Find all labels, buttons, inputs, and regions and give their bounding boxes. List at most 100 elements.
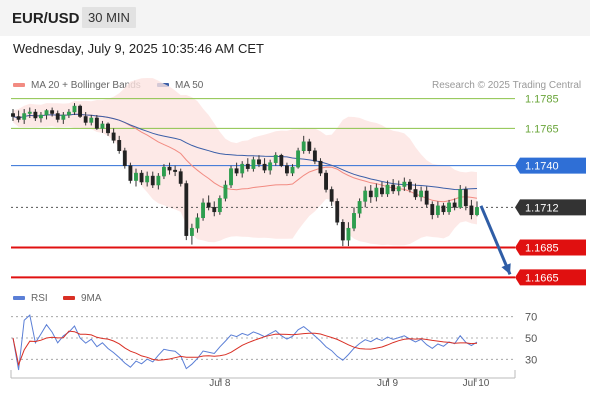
candle bbox=[463, 186, 468, 211]
ma20-label: MA 20 + Bollinger Bands bbox=[31, 80, 141, 91]
candle-body bbox=[201, 202, 205, 219]
candle-body bbox=[463, 189, 468, 207]
candle bbox=[206, 195, 211, 211]
candle bbox=[441, 202, 446, 215]
candle-body bbox=[312, 150, 317, 162]
candle-body bbox=[307, 141, 312, 151]
candle bbox=[173, 165, 178, 177]
candle-body bbox=[33, 111, 38, 119]
legend-rsi: RSI bbox=[13, 293, 48, 304]
candle-body bbox=[229, 168, 233, 186]
candle-body bbox=[435, 205, 440, 216]
candle bbox=[402, 177, 407, 191]
candle-body bbox=[44, 110, 49, 116]
candle-body bbox=[83, 116, 88, 123]
header-bar: EUR/USD 30 MIN bbox=[0, 0, 590, 36]
rsi-tick-label: 30 bbox=[525, 354, 537, 366]
level-tag bbox=[515, 239, 586, 256]
candle bbox=[296, 147, 301, 169]
candle bbox=[189, 223, 194, 245]
candle bbox=[251, 156, 256, 172]
candle bbox=[89, 115, 94, 126]
candle-body bbox=[458, 189, 463, 208]
candle-body bbox=[50, 110, 55, 114]
candle bbox=[145, 171, 150, 187]
candle bbox=[396, 180, 401, 196]
candle-body bbox=[234, 168, 239, 174]
candle-body bbox=[279, 154, 284, 166]
candle bbox=[285, 162, 289, 177]
candle bbox=[385, 180, 390, 197]
candle bbox=[106, 122, 110, 136]
candle-body bbox=[407, 181, 412, 190]
candle-body bbox=[178, 171, 183, 184]
interval-badge[interactable]: 30 MIN bbox=[82, 7, 136, 28]
candle bbox=[352, 207, 356, 232]
candle-body bbox=[145, 175, 150, 183]
candle bbox=[167, 162, 172, 175]
candle bbox=[201, 198, 205, 221]
x-tick-label: Jul 10 bbox=[463, 378, 490, 389]
candle bbox=[380, 182, 384, 197]
candle-body bbox=[39, 114, 43, 119]
candle-body bbox=[391, 184, 396, 192]
level-tag bbox=[515, 269, 586, 286]
candle-body bbox=[156, 175, 161, 186]
candle-body bbox=[94, 117, 99, 129]
rsi-tick-label: 70 bbox=[525, 312, 537, 324]
candle-body bbox=[469, 205, 474, 216]
candle-body bbox=[380, 187, 384, 195]
candle bbox=[39, 112, 43, 123]
candle bbox=[16, 110, 21, 123]
candle bbox=[150, 171, 155, 188]
candle-body bbox=[385, 184, 390, 195]
candle bbox=[268, 159, 273, 175]
forecast-arrow-head bbox=[501, 263, 511, 275]
candle-body bbox=[117, 140, 122, 151]
candle-body bbox=[139, 172, 144, 183]
candle bbox=[290, 164, 295, 177]
candle bbox=[475, 201, 479, 217]
ma20-swatch bbox=[13, 83, 25, 88]
candle bbox=[33, 109, 38, 121]
candle-body bbox=[340, 221, 345, 241]
candle bbox=[184, 180, 189, 241]
candle-body bbox=[430, 204, 435, 216]
candle bbox=[391, 179, 396, 194]
candle bbox=[78, 104, 83, 118]
candle-body bbox=[396, 186, 401, 192]
candle-body bbox=[257, 159, 261, 165]
candle-body bbox=[262, 163, 267, 171]
candle-body bbox=[223, 184, 228, 199]
candle bbox=[469, 199, 474, 220]
candle-body bbox=[402, 181, 407, 187]
candle bbox=[346, 222, 351, 247]
candle bbox=[318, 158, 323, 177]
symbol-title: EUR/USD bbox=[12, 10, 80, 27]
candle-body bbox=[61, 114, 66, 120]
level-label: 1.1685 bbox=[525, 243, 559, 255]
candle-body bbox=[296, 150, 301, 168]
candle-body bbox=[475, 207, 479, 216]
candle-body bbox=[290, 166, 295, 174]
candle bbox=[83, 112, 88, 126]
candle-body bbox=[212, 207, 217, 213]
candle bbox=[111, 128, 116, 144]
candle bbox=[223, 180, 228, 202]
candle bbox=[262, 158, 267, 174]
candle-body bbox=[452, 202, 457, 208]
candle-body bbox=[27, 111, 32, 114]
candle-body bbox=[329, 189, 334, 202]
candle bbox=[273, 152, 278, 166]
datetime-label: Wednesday, July 9, 2025 10:35:46 AM CET bbox=[13, 41, 264, 56]
candle bbox=[66, 109, 71, 118]
candle-body bbox=[335, 201, 340, 223]
candle bbox=[212, 201, 217, 217]
candle-body bbox=[122, 150, 127, 166]
candle-body bbox=[16, 116, 21, 120]
research-credit: Research © 2025 Trading Central bbox=[432, 80, 582, 91]
candle-body bbox=[217, 198, 222, 213]
candle bbox=[128, 162, 133, 184]
candle-body bbox=[419, 190, 424, 198]
